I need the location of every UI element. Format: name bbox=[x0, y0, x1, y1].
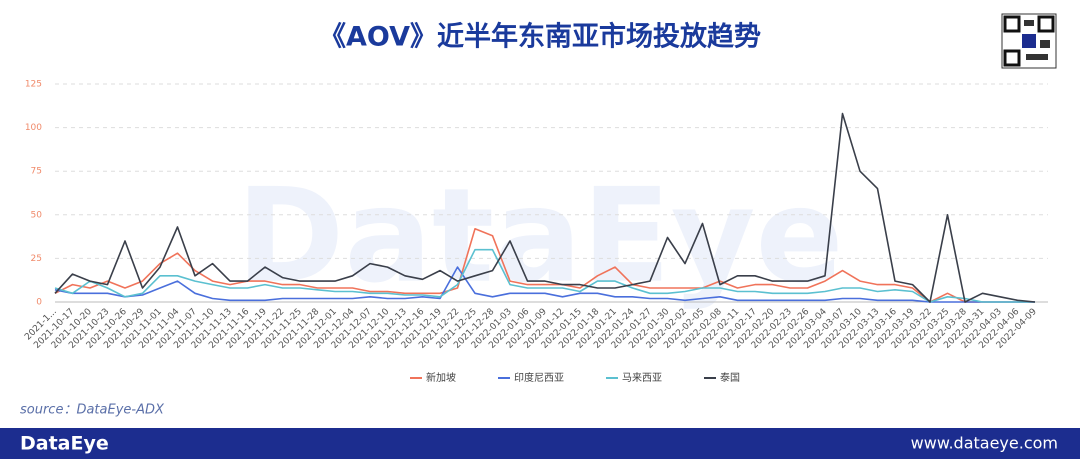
chart-title: 《AOV》近半年东南亚市场投放趋势 bbox=[319, 21, 761, 53]
footer-url: www.dataeye.com bbox=[911, 434, 1058, 453]
series-line bbox=[54, 112, 1036, 303]
y-tick-label: 0 bbox=[36, 298, 42, 308]
footer-brand: DataEye bbox=[20, 433, 109, 455]
qr-code bbox=[1001, 13, 1057, 69]
y-tick-label: 50 bbox=[31, 210, 43, 220]
series-line bbox=[54, 228, 1035, 303]
footer-bar bbox=[0, 428, 1080, 459]
legend-label: 印度尼西亚 bbox=[514, 371, 564, 384]
legend-label: 马来西亚 bbox=[622, 372, 662, 384]
legend-label: 新加坡 bbox=[426, 371, 456, 384]
series-line bbox=[54, 248, 1035, 303]
legend-label: 泰国 bbox=[720, 371, 740, 384]
y-tick-label: 25 bbox=[31, 254, 42, 264]
y-tick-label: 125 bbox=[25, 80, 42, 90]
y-tick-label: 75 bbox=[31, 167, 42, 177]
series-line bbox=[54, 266, 1035, 303]
source-note: source：DataEye-ADX bbox=[20, 403, 165, 418]
watermark: DataEye bbox=[236, 160, 843, 312]
y-tick-label: 100 bbox=[25, 123, 42, 133]
